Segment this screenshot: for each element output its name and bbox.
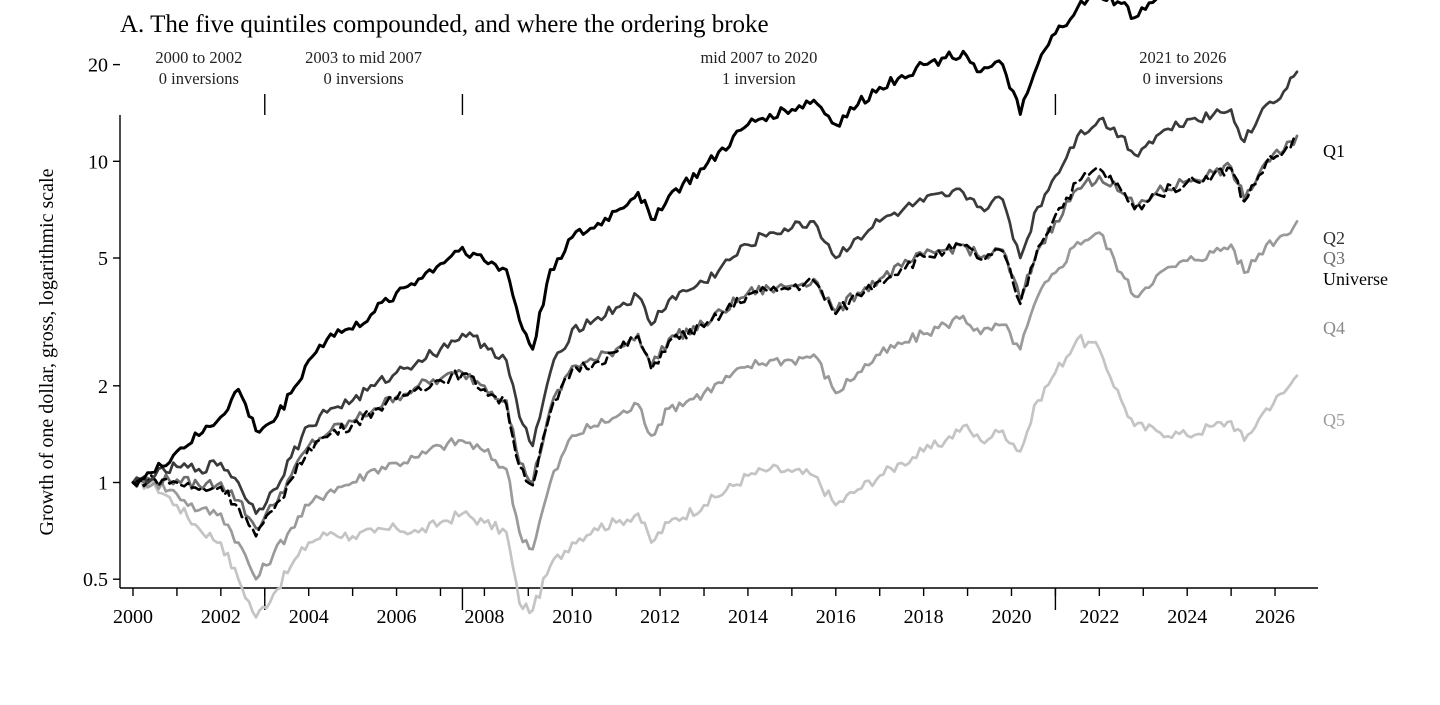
regime-inversion-count: 0 inversions — [159, 69, 239, 88]
series-lines — [131, 0, 1299, 619]
x-tick-label: 2004 — [289, 606, 329, 628]
x-tick-label: 2024 — [1167, 606, 1207, 628]
x-tick-label: 2022 — [1079, 606, 1119, 628]
y-tick-label: 5 — [98, 248, 108, 270]
y-tick-label: 1 — [98, 473, 108, 495]
regime-inversion-count: 0 inversions — [323, 69, 403, 88]
regime-inversion-count: 1 inversion — [722, 69, 796, 88]
x-tick-label: 2014 — [728, 606, 768, 628]
y-tick-label: 20 — [88, 55, 108, 77]
series-label-q5: Q5 — [1323, 410, 1345, 430]
regime-inversion-count: 0 inversions — [1143, 69, 1223, 88]
x-tick-label: 2008 — [464, 606, 504, 628]
x-tick-label: 2016 — [816, 606, 856, 628]
x-tick-label: 2012 — [640, 606, 680, 628]
series-label-universe: Universe — [1323, 269, 1388, 289]
regime-period-label: 2021 to 2026 — [1139, 48, 1226, 67]
x-tick-label: 2018 — [904, 606, 944, 628]
regime-period-label: 2003 to mid 2007 — [305, 48, 422, 67]
y-tick-label: 0.5 — [83, 569, 108, 591]
series-line-universe — [131, 136, 1299, 538]
regime-period-label: mid 2007 to 2020 — [700, 48, 817, 67]
series-line-q5 — [131, 333, 1299, 619]
x-tick-label: 2010 — [552, 606, 592, 628]
series-line-q4 — [131, 220, 1299, 581]
x-tick-label: 2026 — [1255, 606, 1295, 628]
regime-period-label: 2000 to 2002 — [155, 48, 242, 67]
x-tick-label: 2020 — [991, 606, 1031, 628]
chart-title: A. The five quintiles compounded, and wh… — [120, 11, 769, 38]
series-line-q3 — [131, 134, 1299, 530]
x-tick-label: 2006 — [377, 606, 417, 628]
axes: 0.51251020502000200220042006200820102012… — [83, 55, 1318, 628]
series-label-q2: Q2 — [1323, 228, 1345, 248]
series-label-q4: Q4 — [1323, 318, 1345, 338]
y-tick-label: 2 — [98, 376, 108, 398]
y-axis-label: Growth of one dollar, gross, logarithmic… — [36, 168, 58, 535]
series-line-q2 — [131, 70, 1299, 515]
series-line-q1 — [131, 0, 1158, 488]
x-tick-label: 2002 — [201, 606, 241, 628]
regime-annotations: 2000 to 2002 0 inversions 2003 to mid 2007… — [155, 48, 1226, 610]
y-tick-label: 10 — [88, 151, 108, 173]
series-label-q3: Q3 — [1323, 248, 1345, 268]
x-tick-label: 2000 — [113, 606, 153, 628]
series-label-q1: Q1 — [1323, 141, 1345, 161]
